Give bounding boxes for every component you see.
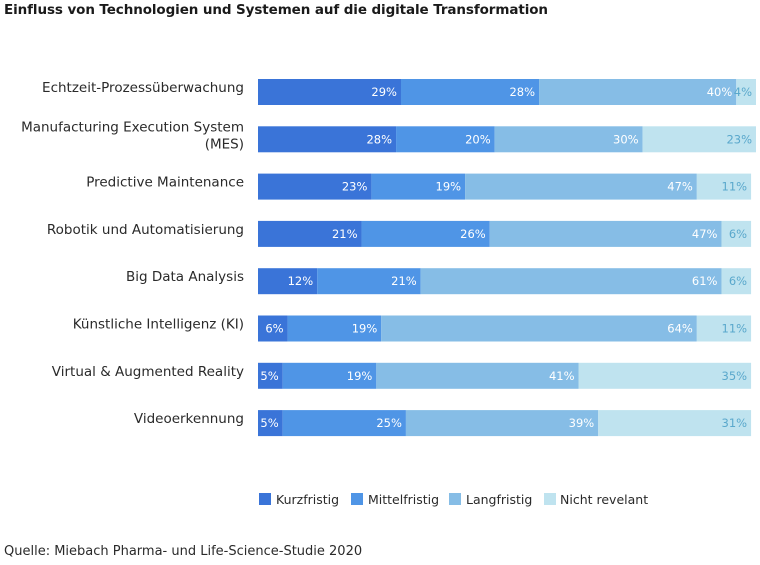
bar-segment	[258, 79, 401, 105]
data-label: 12%	[288, 274, 314, 288]
data-label: 47%	[667, 180, 693, 194]
legend-label: Mittelfristig	[368, 492, 439, 507]
data-label: 41%	[549, 369, 575, 383]
chart-title: Einfluss von Technologien und Systemen a…	[4, 2, 548, 18]
data-label: 21%	[332, 227, 358, 241]
bar-segment	[258, 268, 318, 295]
data-label: 20%	[465, 132, 491, 146]
data-label: 61%	[692, 274, 718, 288]
bar-segment	[494, 126, 643, 153]
legend-label: Nicht revelant	[560, 492, 648, 507]
bar-segment	[539, 79, 737, 105]
data-label: 6%	[729, 227, 747, 241]
bar-segment	[371, 173, 466, 200]
bar-segment	[258, 410, 283, 437]
bar-segment	[696, 173, 752, 200]
source-note: Quelle: Miebach Pharma- und Life-Science…	[4, 544, 363, 559]
bar-segment	[465, 173, 697, 200]
bar-segment	[489, 220, 722, 247]
data-label: 19%	[347, 369, 373, 383]
legend-swatch	[259, 493, 271, 505]
data-label: 5%	[260, 416, 278, 430]
legend-swatch	[449, 493, 461, 505]
bar-segment	[642, 126, 756, 153]
data-label: 5%	[260, 369, 278, 383]
bar-segment	[317, 268, 421, 295]
data-label: 6%	[729, 274, 747, 288]
data-label: 29%	[371, 85, 397, 99]
category-label: Robotik und Automatisierung	[47, 222, 244, 238]
legend-label: Kurzfristig	[276, 492, 339, 507]
bar-segment	[258, 173, 372, 200]
category-labels-group: Echtzeit-Prozessüberwachung Manufacturing…	[21, 80, 244, 427]
bar-segment	[376, 362, 579, 389]
legend-label: Langfristig	[466, 492, 532, 507]
category-label: Echtzeit-Prozessüberwachung	[42, 80, 244, 96]
data-label: 23%	[726, 132, 752, 146]
data-label: 47%	[692, 227, 718, 241]
data-label: 40%	[707, 85, 733, 99]
data-label: 19%	[436, 180, 462, 194]
data-label: 26%	[460, 227, 486, 241]
data-label: 11%	[722, 322, 748, 336]
bar-segment	[578, 362, 752, 389]
data-label: 28%	[366, 132, 392, 146]
bar-segment	[381, 315, 697, 342]
bar-segment	[282, 410, 406, 437]
category-label: Videoerkennung	[134, 411, 244, 427]
data-label: 11%	[722, 180, 748, 194]
legend: Kurzfristig Mittelfristig Langfristig Nicht…	[259, 492, 648, 507]
bar-segment	[258, 315, 288, 342]
data-label: 39%	[569, 416, 595, 430]
bar-segment	[287, 315, 382, 342]
bar-segment	[361, 220, 490, 247]
bar-segment	[721, 268, 752, 295]
data-label: 21%	[391, 274, 417, 288]
data-label: 30%	[613, 132, 639, 146]
category-label: Künstliche Intelligenz (KI)	[73, 317, 244, 333]
category-label: Virtual & Augmented Reality	[52, 364, 244, 380]
bar-segment	[400, 79, 540, 105]
bar-segment	[258, 220, 362, 247]
bar-segment	[396, 126, 495, 153]
bar-segment	[736, 79, 756, 105]
bar-segment	[721, 220, 752, 247]
legend-swatch	[544, 493, 556, 505]
category-label: Manufacturing Execution System (MES)	[21, 119, 244, 152]
data-label: 31%	[722, 416, 748, 430]
legend-swatch	[351, 493, 363, 505]
bar-segment	[258, 126, 397, 153]
data-label: 35%	[722, 369, 748, 383]
bar-segment	[420, 268, 722, 295]
data-label: 6%	[265, 322, 283, 336]
bar-segment	[282, 362, 377, 389]
category-label: Big Data Analysis	[126, 269, 244, 285]
bar-segment	[258, 362, 283, 389]
bar-segment	[598, 410, 752, 437]
data-label: 19%	[352, 322, 378, 336]
data-label: 25%	[376, 416, 402, 430]
bars-group: 29% 28% 40% 4% 28% 20% 30% 23% 23% 19% 47% 11% 21% 26…	[258, 79, 756, 437]
data-label: 64%	[667, 322, 693, 336]
data-label: 4%	[734, 85, 752, 99]
bar-segment	[696, 315, 752, 342]
bar-segment	[405, 410, 599, 437]
data-label: 28%	[509, 85, 535, 99]
category-label: Predictive Maintenance	[86, 175, 244, 191]
data-label: 23%	[342, 180, 368, 194]
